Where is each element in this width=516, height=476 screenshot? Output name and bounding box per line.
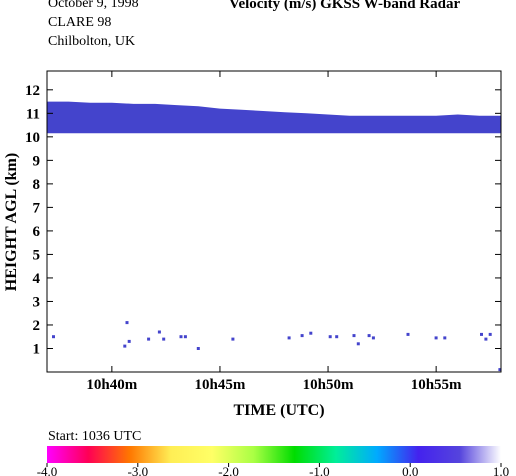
echo-point: [196, 347, 200, 350]
y-tick-label: 10: [25, 130, 40, 146]
echo-point: [127, 339, 131, 343]
y-tick-label: 8: [33, 177, 41, 193]
echo-point: [488, 332, 492, 336]
y-tick-label: 12: [25, 83, 40, 99]
echo-point: [434, 336, 438, 340]
echo-point: [287, 336, 291, 340]
colorbar-tick-label: -1.0: [309, 464, 330, 476]
echo-point: [123, 344, 127, 348]
plot-frame: [46, 70, 502, 373]
echo-point: [300, 334, 304, 338]
echo-point: [125, 321, 129, 325]
colorbar-tick-label: -2.0: [218, 464, 239, 476]
echo-point: [484, 337, 488, 341]
echo-point: [356, 342, 360, 346]
x-axis-label: TIME (UTC): [233, 402, 324, 419]
echo-point: [352, 334, 356, 338]
echo-point: [335, 335, 339, 339]
echo-point: [480, 332, 483, 336]
y-tick-label: 9: [33, 153, 41, 169]
cloud-band: [47, 101, 501, 134]
y-tick-label: 7: [33, 200, 41, 216]
echo-point: [52, 335, 55, 339]
date-label: October 9, 1998: [48, 0, 139, 11]
campaign-label: CLARE 98: [48, 15, 112, 30]
y-tick-label: 11: [26, 106, 40, 122]
x-tick-label: 10h45m: [195, 377, 246, 393]
echo-point: [147, 337, 151, 341]
y-axis-label: HEIGHT AGL (km): [3, 153, 20, 291]
colorbar-tick-label: -3.0: [128, 464, 149, 476]
echo-point: [157, 330, 161, 334]
y-tick-label: 2: [33, 318, 41, 334]
y-tick-label: 6: [33, 224, 41, 240]
cloud-layer: [47, 101, 501, 134]
colorbar-ticks: -4.0 -3.0 -2.0 -1.0 0.0 1.0: [37, 463, 509, 476]
echo-point: [179, 335, 183, 339]
chart-title: Velocity (m/s) GKSS W-band Radar: [229, 0, 461, 12]
colorbar-tick-label: 1.0: [493, 464, 509, 476]
x-tick-label: 10h50m: [303, 377, 354, 393]
colorbar-tick-label: 0.0: [402, 464, 418, 476]
echo-point: [443, 336, 447, 340]
echo-point: [406, 332, 410, 336]
echo-point: [309, 331, 313, 335]
echo-point: [367, 334, 371, 338]
echo-points: [52, 321, 502, 372]
echo-point: [371, 336, 375, 340]
echo-point: [162, 337, 166, 341]
colorbar-tick-label: -4.0: [37, 464, 58, 476]
echo-point: [231, 337, 235, 341]
x-tick-label: 10h40m: [86, 377, 137, 393]
start-label: Start: 1036 UTC: [48, 429, 141, 444]
colorbar: [47, 446, 501, 463]
echo-point: [328, 335, 332, 339]
echo-point: [498, 368, 502, 372]
echo-point: [183, 335, 187, 339]
y-tick-label: 4: [33, 271, 41, 287]
y-tick-label: 5: [33, 247, 41, 263]
x-tick-label: 10h55m: [411, 377, 462, 393]
site-label: Chilbolton, UK: [48, 34, 136, 49]
y-tick-label: 1: [33, 341, 41, 357]
y-tick-label: 3: [33, 294, 41, 310]
